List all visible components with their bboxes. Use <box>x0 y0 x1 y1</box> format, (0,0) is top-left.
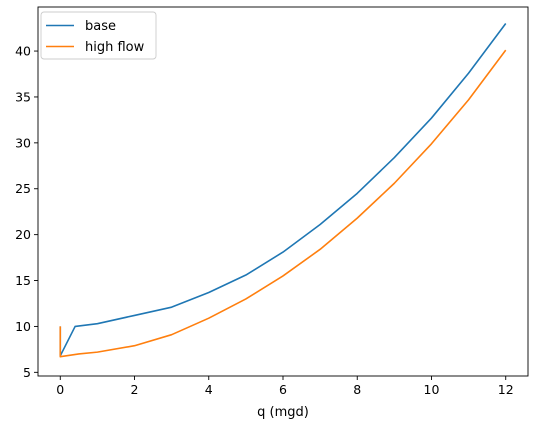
x-axis-label: q (mgd) <box>257 405 309 420</box>
y-axis: 5 10 15 20 25 30 35 40 <box>15 44 38 380</box>
legend-label-base: base <box>85 19 116 34</box>
y-tick-label: 35 <box>15 89 31 104</box>
series-layer <box>59 23 507 358</box>
x-tick-label: 4 <box>205 382 213 397</box>
x-tick-label: 10 <box>424 382 440 397</box>
legend-label-high-flow: high flow <box>85 40 145 55</box>
series-line-high-flow <box>59 49 507 358</box>
y-tick-label: 30 <box>15 135 31 150</box>
y-tick-label: 15 <box>15 273 31 288</box>
x-tick-label: 2 <box>131 382 139 397</box>
plot-background <box>38 7 528 376</box>
x-tick-label: 0 <box>56 382 64 397</box>
x-axis: 0 2 4 6 8 10 12 <box>56 376 514 397</box>
y-tick-label: 10 <box>15 319 31 334</box>
x-tick-label: 8 <box>353 382 361 397</box>
y-tick-label: 20 <box>15 227 31 242</box>
y-tick-label: 25 <box>15 181 31 196</box>
series-line-base <box>59 23 507 357</box>
x-tick-label: 12 <box>498 382 514 397</box>
y-tick-label: 40 <box>15 44 31 59</box>
x-tick-label: 6 <box>279 382 287 397</box>
legend: base high flow <box>40 11 157 60</box>
y-tick-label: 5 <box>23 365 31 380</box>
